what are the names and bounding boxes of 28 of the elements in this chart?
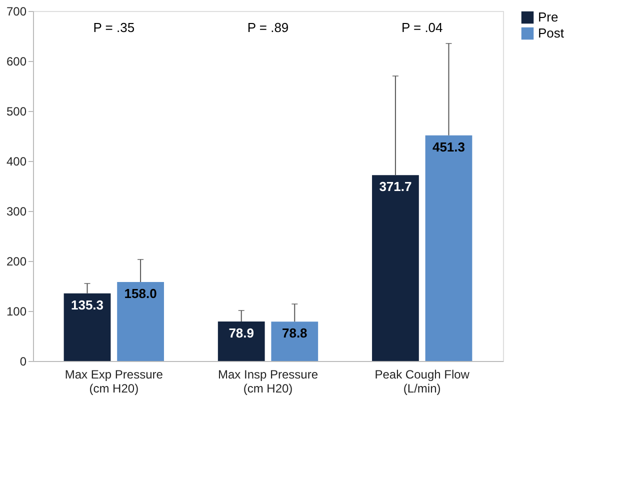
y-tick-label: 300 bbox=[6, 204, 27, 218]
x-tick-label: Max Insp Pressure (cm H20) bbox=[218, 368, 318, 396]
y-tick-label: 200 bbox=[6, 254, 27, 268]
y-tick-label: 700 bbox=[6, 4, 27, 18]
bar bbox=[271, 322, 318, 361]
y-tick-label: 600 bbox=[6, 54, 27, 68]
data-label: 451.3 bbox=[432, 139, 466, 154]
annotation: P = .04 bbox=[401, 20, 443, 35]
data-label: 78.8 bbox=[282, 326, 308, 341]
y-tick-label: 400 bbox=[6, 154, 27, 168]
data-label: 78.9 bbox=[228, 326, 254, 341]
bar bbox=[64, 293, 111, 361]
bar bbox=[372, 175, 419, 361]
annotation: P = .35 bbox=[93, 20, 135, 35]
annotation: P = .89 bbox=[247, 20, 289, 35]
bar bbox=[425, 135, 472, 361]
x-tick-label: Peak Cough Flow (L/min) bbox=[374, 368, 470, 396]
data-label: 135.3 bbox=[70, 297, 104, 312]
x-tick-label: Max Exp Pressure (cm H20) bbox=[64, 368, 164, 396]
bar bbox=[117, 282, 164, 361]
y-tick-label: 0 bbox=[20, 354, 27, 368]
y-tick-label: 500 bbox=[6, 104, 27, 118]
data-label: 371.7 bbox=[379, 179, 412, 194]
legend-label: Post bbox=[538, 26, 564, 40]
y-tick-label: 100 bbox=[6, 304, 27, 318]
legend-label: Pre bbox=[538, 10, 558, 24]
bar bbox=[218, 322, 265, 361]
data-label: 158.0 bbox=[124, 286, 157, 301]
